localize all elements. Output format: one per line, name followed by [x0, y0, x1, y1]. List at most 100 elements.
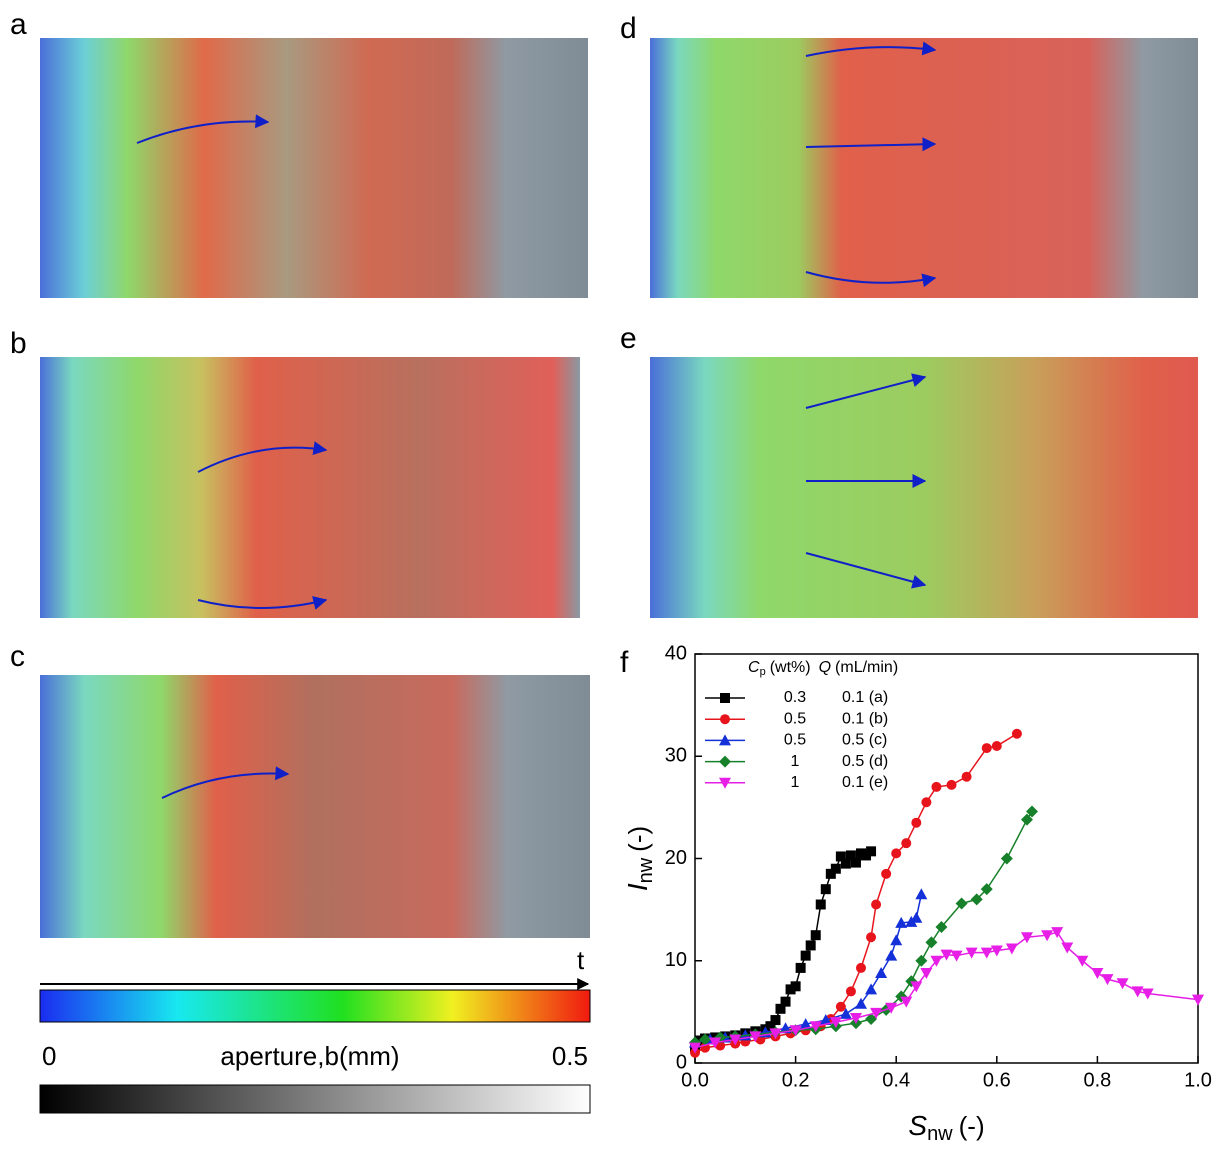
data-point	[689, 1042, 701, 1054]
x-tick-label: 0.2	[782, 1069, 810, 1091]
data-point	[840, 858, 851, 869]
data-point	[950, 950, 963, 962]
data-point	[1131, 986, 1144, 998]
data-point	[935, 921, 948, 934]
data-point	[1061, 942, 1074, 954]
data-point	[1091, 968, 1104, 980]
y-tick-label: 20	[665, 847, 687, 869]
data-point	[911, 817, 922, 828]
plot: 0.0 0.2 0.4 0.6 0.8 1.0 0 10 20 30 40 Snw (-) Inw (-) C…	[622, 642, 1212, 1145]
data-point	[1076, 955, 1089, 967]
data-point	[855, 962, 866, 973]
x-tick-label: 1.0	[1184, 1069, 1212, 1091]
legend-label: 0.5	[784, 732, 806, 749]
data-point	[910, 911, 923, 923]
legend-header: Cp (wt%) Q (mL/min)	[748, 659, 898, 678]
time-label: t	[577, 945, 585, 975]
data-point	[980, 883, 993, 896]
legend-label: 0.1 (b)	[842, 710, 888, 727]
x-tick-label: 0.6	[983, 1069, 1011, 1091]
data-point	[1005, 943, 1018, 955]
data-point	[895, 916, 908, 928]
y-tick-label: 0	[676, 1051, 687, 1073]
data-point	[890, 934, 903, 946]
data-point	[799, 1018, 812, 1030]
data-point	[920, 968, 933, 980]
data-point	[709, 1037, 722, 1049]
y-axis-label: Inw (-)	[622, 826, 657, 891]
data-point	[1026, 805, 1039, 818]
data-point	[955, 897, 968, 910]
data-point	[1116, 978, 1129, 990]
legend-marker	[720, 693, 730, 703]
data-point	[921, 797, 932, 808]
panel-label: b	[10, 327, 27, 360]
data-point	[699, 1033, 712, 1046]
data-point	[866, 846, 877, 857]
axis-unit: (-)	[623, 826, 653, 852]
data-point	[981, 743, 992, 754]
legend-label: 0.1 (a)	[842, 689, 888, 706]
scale-min: 0	[42, 1041, 56, 1071]
flow-arrow	[805, 271, 937, 288]
data-point	[970, 893, 983, 906]
data-point	[1011, 728, 1022, 739]
flow-arrow	[161, 766, 290, 799]
data-point	[815, 899, 826, 910]
legend-unit: (mL/min)	[835, 659, 898, 676]
data-point	[850, 857, 861, 868]
data-point	[835, 1001, 846, 1012]
flow-arrow	[136, 114, 270, 144]
data-point	[1000, 852, 1013, 865]
legend-marker	[719, 755, 731, 768]
data-point	[915, 954, 928, 967]
panel-label: e	[620, 322, 637, 355]
image-panel-e	[650, 357, 1198, 618]
data-point	[805, 940, 816, 951]
data-point	[810, 930, 821, 941]
image-panel-b	[40, 357, 580, 618]
data-point	[1020, 932, 1033, 944]
data-point	[881, 868, 892, 879]
axis-subscript: nw	[927, 1123, 953, 1145]
legend-symbol: Q	[819, 659, 831, 676]
x-tick-label: 0.0	[681, 1069, 709, 1091]
data-point	[915, 888, 928, 900]
legend-marker	[719, 734, 731, 746]
data-point	[1101, 974, 1114, 986]
data-point	[749, 1031, 762, 1043]
flow-arrow	[197, 441, 328, 473]
legend-marker	[719, 777, 731, 789]
legend-label: 0.3	[784, 689, 806, 706]
legend-label: 0.5	[784, 710, 806, 727]
data-point	[980, 947, 993, 959]
data-point	[1192, 994, 1204, 1006]
legend-label: 0.5 (d)	[842, 753, 888, 770]
data-point	[829, 1017, 842, 1029]
flow-arrow	[805, 137, 937, 152]
flow-arrow	[805, 373, 927, 409]
y-tick-label: 10	[665, 949, 687, 971]
data-point	[865, 983, 878, 995]
axis-unit: (-)	[959, 1111, 985, 1141]
data-point	[885, 1002, 898, 1014]
axis-subscript: nw	[635, 857, 657, 883]
data-point	[790, 981, 801, 992]
panel-label: f	[620, 646, 629, 679]
data-point	[839, 1007, 852, 1019]
legend-label: 0.5 (c)	[842, 732, 887, 749]
data-point	[900, 996, 913, 1008]
data-point	[830, 863, 841, 874]
x-axis-label: Snw (-)	[908, 1110, 984, 1145]
data-point	[1020, 813, 1033, 826]
legend-unit: (wt%)	[770, 659, 811, 676]
data-point	[769, 1028, 782, 1040]
data-point	[925, 936, 938, 949]
legend-label: 0.1 (e)	[842, 774, 888, 791]
legend-label: 1	[791, 753, 800, 770]
data-point	[865, 1013, 878, 1026]
gray-scale	[39, 1084, 591, 1114]
flow-arrow	[805, 41, 937, 57]
data-point	[991, 741, 1002, 752]
